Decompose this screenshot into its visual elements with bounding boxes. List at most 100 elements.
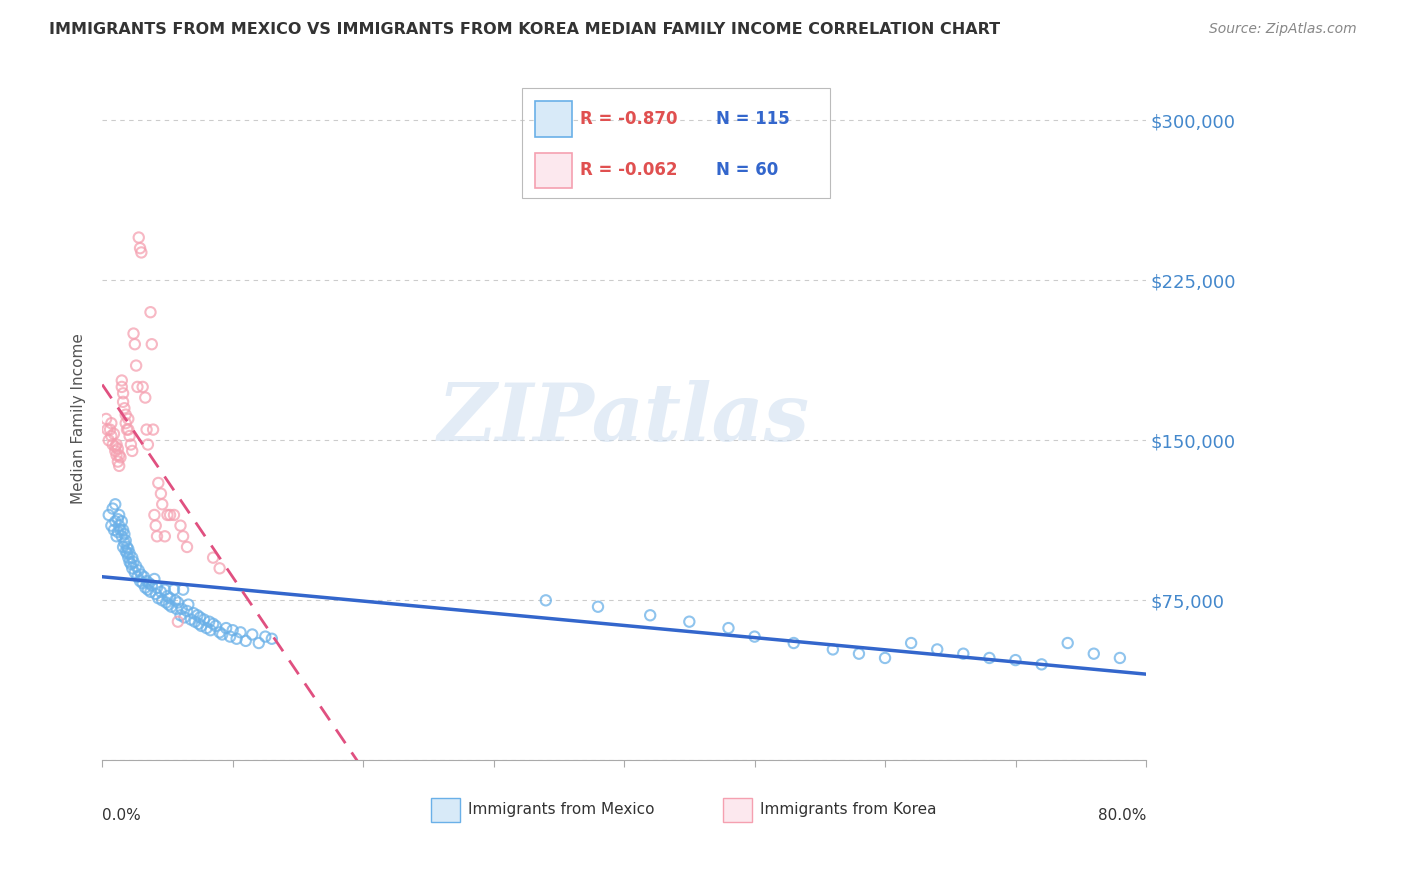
Point <box>193 613 215 627</box>
Point <box>131 245 153 260</box>
Point <box>190 619 212 633</box>
Text: R = -0.062: R = -0.062 <box>581 161 678 179</box>
Point <box>97 508 120 522</box>
Point <box>115 546 138 560</box>
Point <box>204 619 226 633</box>
Point <box>219 630 242 644</box>
Point <box>127 570 149 584</box>
Point <box>122 555 145 569</box>
Point <box>183 606 205 620</box>
Point <box>1056 636 1078 650</box>
FancyBboxPatch shape <box>432 798 460 822</box>
Point <box>134 581 156 595</box>
Point <box>678 615 700 629</box>
Text: ZIPatlas: ZIPatlas <box>439 380 810 458</box>
Point <box>128 564 150 578</box>
Point <box>124 566 146 580</box>
Point <box>121 444 143 458</box>
Point <box>136 437 159 451</box>
Point <box>211 627 233 641</box>
Text: IMMIGRANTS FROM MEXICO VS IMMIGRANTS FROM KOREA MEDIAN FAMILY INCOME CORRELATION: IMMIGRANTS FROM MEXICO VS IMMIGRANTS FRO… <box>49 22 1000 37</box>
Point <box>848 647 870 661</box>
Point <box>138 576 160 591</box>
Point <box>125 359 148 373</box>
Point <box>198 615 221 629</box>
Point <box>100 518 122 533</box>
Point <box>172 529 194 543</box>
Point <box>900 636 922 650</box>
Point <box>128 230 150 244</box>
Point <box>104 497 127 511</box>
Point <box>117 550 139 565</box>
Point <box>117 412 139 426</box>
Point <box>163 582 186 597</box>
Point <box>534 593 557 607</box>
Point <box>122 326 145 341</box>
Point <box>135 574 157 588</box>
Point <box>1187 664 1209 678</box>
Point <box>132 570 155 584</box>
Point <box>821 642 844 657</box>
Point <box>107 524 129 539</box>
Point <box>131 576 153 591</box>
Point <box>117 423 139 437</box>
Text: 0.0%: 0.0% <box>103 808 141 823</box>
Point <box>129 241 152 255</box>
FancyBboxPatch shape <box>536 153 572 188</box>
Point <box>873 651 896 665</box>
Point <box>131 567 153 582</box>
Point <box>117 542 139 557</box>
Point <box>169 608 191 623</box>
Point <box>110 450 132 465</box>
Point <box>105 529 128 543</box>
Point <box>176 604 198 618</box>
Point <box>172 582 194 597</box>
Point <box>187 616 209 631</box>
Point <box>100 429 122 443</box>
Point <box>120 437 142 451</box>
Point <box>120 557 142 571</box>
Point <box>94 412 117 426</box>
Point <box>229 625 252 640</box>
Point <box>159 591 181 606</box>
Point <box>129 574 152 588</box>
Point <box>155 595 177 609</box>
Point <box>107 454 129 468</box>
Point <box>927 642 949 657</box>
Point <box>240 627 263 641</box>
Point <box>260 632 283 646</box>
Text: Source: ZipAtlas.com: Source: ZipAtlas.com <box>1209 22 1357 37</box>
Point <box>103 523 125 537</box>
Point <box>148 475 170 490</box>
Point <box>156 589 179 603</box>
Point <box>254 630 277 644</box>
Point <box>157 598 180 612</box>
Text: Immigrants from Mexico: Immigrants from Mexico <box>468 802 654 817</box>
Point <box>979 651 1001 665</box>
Point <box>225 632 247 646</box>
Text: R = -0.870: R = -0.870 <box>581 110 678 128</box>
Point <box>145 587 167 601</box>
Point <box>98 423 121 437</box>
Point <box>127 380 149 394</box>
Point <box>111 374 134 388</box>
Point <box>156 508 179 522</box>
Point <box>1147 657 1170 672</box>
Point <box>104 444 127 458</box>
Point <box>163 508 186 522</box>
Point <box>176 540 198 554</box>
Point <box>145 518 167 533</box>
Point <box>104 440 127 454</box>
Point <box>149 584 172 599</box>
Point <box>208 625 231 640</box>
Point <box>188 610 211 624</box>
Point <box>97 434 120 448</box>
Point <box>108 448 131 462</box>
Point <box>111 380 134 394</box>
Point <box>142 423 165 437</box>
Point <box>215 621 238 635</box>
Point <box>110 523 132 537</box>
Point <box>202 616 225 631</box>
Point <box>202 550 225 565</box>
Point <box>125 559 148 574</box>
